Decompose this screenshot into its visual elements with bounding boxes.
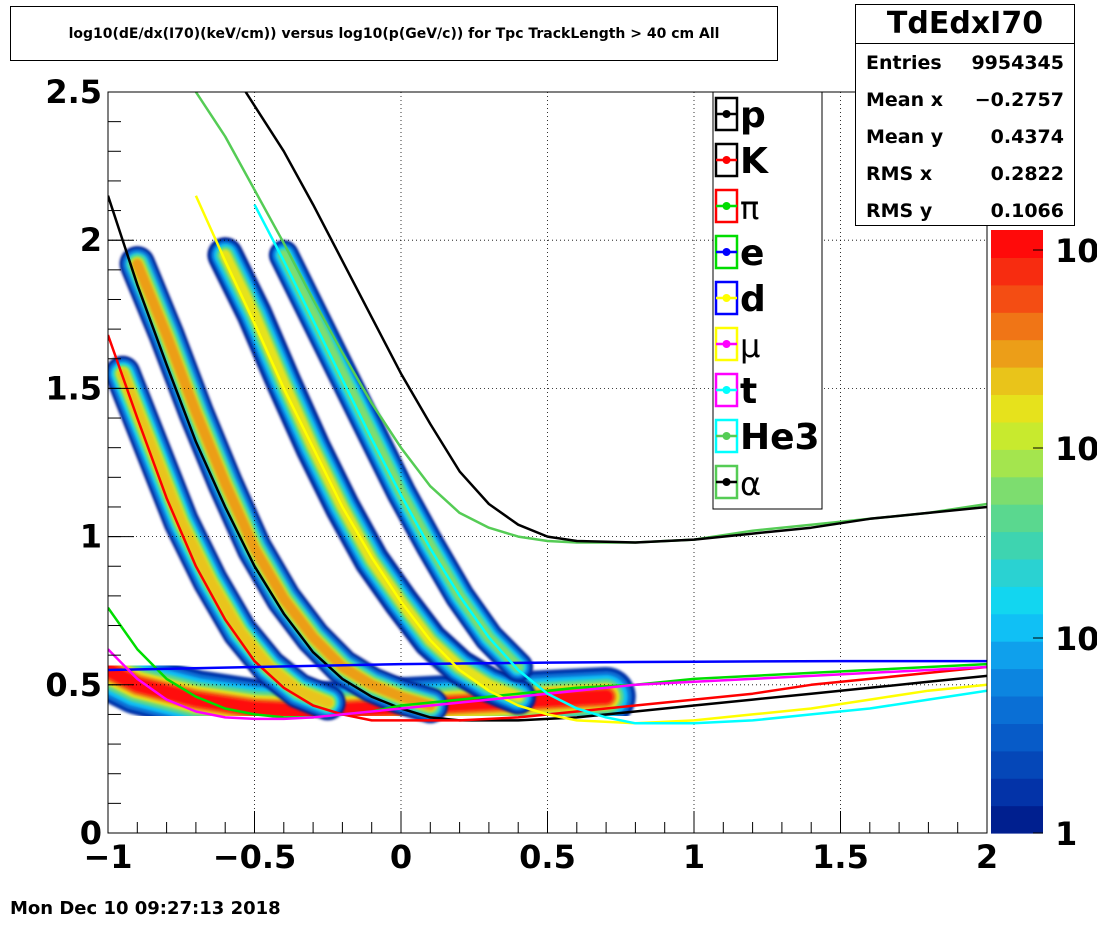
stats-value: 9954345 [971,51,1064,74]
curve-e [108,659,987,672]
palette-swatch [991,805,1043,834]
plot-title: log10(dE/dx(I70)(keV/cm)) versus log10(p… [10,6,778,61]
legend-label: K [740,141,769,182]
stats-row: Entries 9954345 [856,44,1074,81]
curve-α [244,92,987,544]
stats-label: RMS y [866,199,933,222]
palette-swatch [991,230,1043,258]
stats-label: Mean x [866,88,944,111]
palette-swatch [991,339,1043,368]
x-tick-label: 1 [683,838,705,876]
palette-swatch [991,257,1043,286]
stats-title: TdEdxI70 [856,5,1074,44]
curve-π [108,606,987,719]
heatmap-layer [108,237,636,742]
legend-marker [722,248,731,256]
axis-layer: −1 −0.5 0 0.5 1 1.5 2 0 0.5 1 1.5 2 2.5 [45,73,998,876]
palette-swatch [991,586,1043,615]
palette-swatch [991,449,1043,478]
y-tick-label: 2 [80,221,102,259]
stats-row: RMS y 0.1066 [856,192,1074,229]
x-tick-label: 0 [390,838,412,876]
color-palette: 1 10 10 10 [991,230,1097,853]
legend-marker [722,202,731,210]
x-tick-label: −0.5 [213,838,297,876]
legend-marker [722,110,731,118]
stats-label: Entries [866,51,942,74]
palette-swatch [991,778,1043,807]
curve-p [108,195,987,722]
heat-band [117,368,333,708]
palette-swatch [991,668,1043,697]
legend-label: He3 [740,417,820,458]
stats-row: Mean x −0.2757 [856,81,1074,118]
stats-value: 0.1066 [990,199,1064,222]
curve-d [194,195,987,725]
palette-tick-label: 1 [1055,815,1077,853]
legend-label: π [740,189,759,227]
stats-value: 0.4374 [990,125,1064,148]
palette-swatch [991,613,1043,642]
stats-row: Mean y 0.4374 [856,118,1074,155]
palette-swatch [991,558,1043,587]
legend-marker [722,294,731,302]
palette-tick-label: 10 [1055,620,1097,658]
y-tick-label: 0.5 [45,666,102,704]
curve-t [253,204,987,725]
curve-K [108,334,987,722]
palette-swatch [991,750,1043,779]
legend-marker [722,386,731,394]
heat-band [220,249,524,702]
legend-marker [722,340,731,348]
palette-swatch [991,476,1043,505]
palette-swatch [991,312,1043,341]
palette-swatch [991,531,1043,560]
stats-value: −0.2757 [974,88,1064,111]
legend-label: d [740,279,766,320]
legend-marker [722,478,731,486]
palette-swatch [991,641,1043,670]
heat-band [132,258,436,711]
datestamp: Mon Dec 10 09:27:13 2018 [10,898,281,919]
legend-label: e [740,233,764,274]
y-tick-label: 2.5 [45,73,102,111]
stats-label: RMS x [866,162,933,185]
legend-marker [722,432,731,440]
legend-frame [712,91,823,510]
legend-label: t [740,371,757,412]
palette-swatch [991,723,1043,752]
palette-swatch [991,504,1043,533]
curve-He3 [194,92,987,544]
legend-marker [722,156,731,164]
x-tick-label: 1.5 [812,838,869,876]
palette-swatch [991,696,1043,724]
grid-layer [108,92,987,833]
stats-value: 0.2822 [990,162,1064,185]
palette-tick-label: 10 [1055,430,1097,468]
y-tick-label: 0 [80,814,102,852]
palette-swatch [991,367,1043,395]
y-tick-label: 1.5 [45,369,102,407]
stats-row: RMS x 0.2822 [856,155,1074,192]
x-tick-label: 0.5 [519,838,576,876]
legend-label: α [740,465,761,503]
palette-swatch [991,394,1043,423]
palette-swatch [991,284,1043,313]
legend-label: p [740,95,766,136]
curve-μ [108,648,987,721]
palette-tick-label: 10 [1055,232,1097,270]
stats-box: TdEdxI70 Entries 9954345 Mean x −0.2757 Me… [855,4,1075,226]
y-tick-label: 1 [80,518,102,556]
stats-label: Mean y [866,125,944,148]
x-tick-label: 2 [976,838,998,876]
legend-label: μ [740,327,760,365]
x-tick-label: −1 [83,838,132,876]
palette-swatch [991,421,1043,450]
curve-layer [108,92,987,725]
